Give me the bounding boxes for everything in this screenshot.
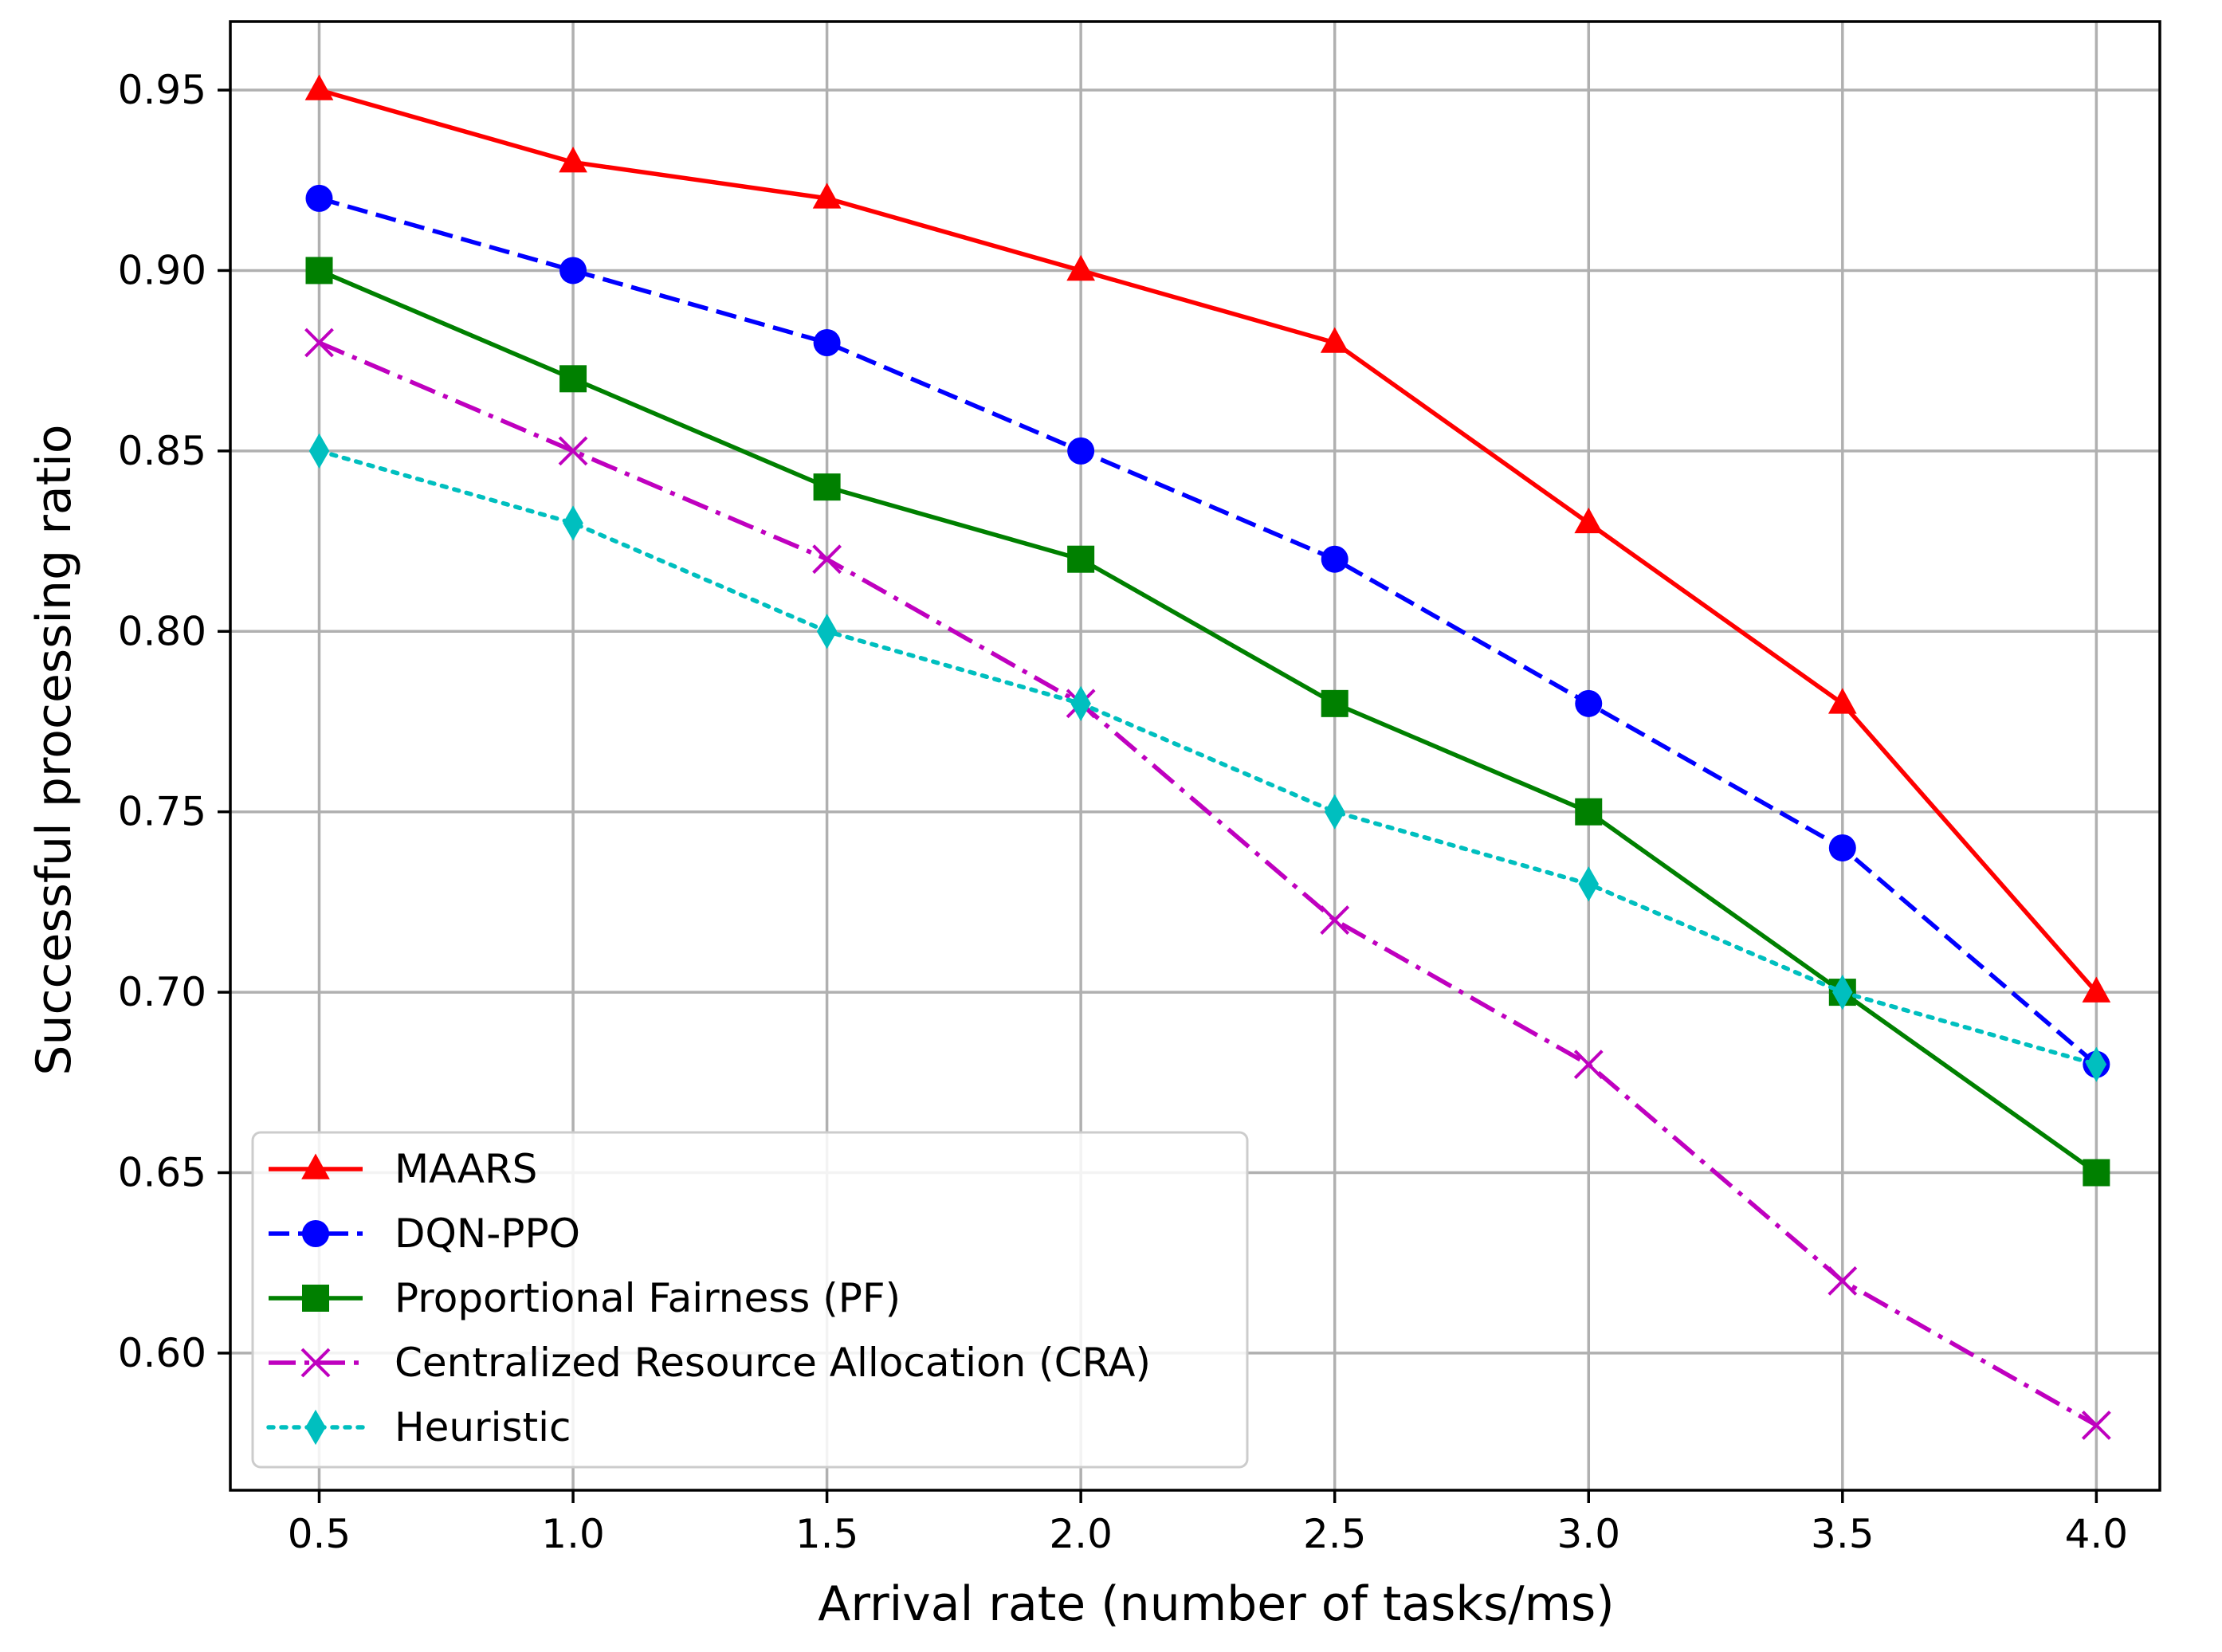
legend-label: Heuristic [395, 1404, 571, 1450]
x-tick-label: 1.5 [795, 1511, 859, 1557]
legend-marker [300, 1348, 331, 1378]
series-line [318, 196, 2098, 1066]
legend-marker [302, 1285, 329, 1312]
data-point [1827, 688, 1857, 714]
data-point [558, 436, 588, 466]
data-point [1070, 685, 1091, 721]
series-group [304, 74, 2111, 1440]
grid [230, 22, 2160, 1490]
legend-marker [302, 1220, 329, 1247]
data-point [1321, 689, 1349, 717]
series-proportional-fairness-pf [305, 257, 2110, 1187]
data-point [1067, 545, 1095, 573]
data-point [812, 182, 842, 209]
series-line [318, 340, 2098, 1427]
y-tick-label: 0.75 [118, 789, 206, 835]
data-point [308, 433, 330, 469]
data-point [559, 257, 587, 284]
data-point [813, 329, 841, 357]
data-point [816, 614, 838, 649]
series-maars [304, 74, 2111, 1003]
x-tick-label: 2.0 [1049, 1511, 1113, 1557]
x-tick-label: 4.0 [2065, 1511, 2129, 1557]
data-point [1574, 507, 1604, 534]
legend-label: MAARS [395, 1146, 537, 1192]
data-point [559, 365, 587, 393]
legend-label: Proportional Fairness (PF) [395, 1275, 901, 1321]
y-axis-title: Successful processing ratio [26, 424, 82, 1075]
data-point [1321, 545, 1349, 573]
legend: MAARS DQN-PPO Proportional Fairness (PF) Ce… [251, 1131, 1249, 1469]
y-tick-label: 0.85 [118, 428, 206, 474]
legend-box [251, 1131, 1249, 1469]
series-centralized-resource-allocation-cra [304, 328, 2111, 1440]
data-point [559, 147, 587, 173]
y-tick-label: 0.65 [118, 1150, 206, 1196]
data-point [1827, 1265, 1858, 1296]
data-point [304, 328, 334, 358]
y-tick-label: 0.90 [118, 247, 206, 293]
x-tick-label: 3.5 [1811, 1511, 1875, 1557]
data-point [1832, 975, 1853, 1010]
data-point [1828, 834, 1856, 861]
y-tick-label: 0.95 [118, 67, 206, 113]
data-point [1320, 905, 1350, 935]
x-axis-title: Arrival rate (number of tasks/ms) [818, 1576, 1614, 1632]
series-heuristic [308, 433, 2107, 1082]
legend-label: DQN-PPO [395, 1211, 580, 1257]
data-point [1320, 327, 1349, 353]
y-tick-label: 0.70 [118, 969, 206, 1015]
plot-frame [229, 20, 2161, 1492]
data-point [1067, 437, 1095, 465]
data-point [1575, 798, 1603, 826]
series-dqn-ppo [305, 184, 2110, 1078]
data-point [304, 74, 334, 100]
legend-marker [305, 1409, 326, 1446]
data-point [1575, 689, 1603, 717]
series-line [318, 268, 2098, 1175]
data-point [812, 544, 842, 575]
x-tick-label: 1.0 [541, 1511, 605, 1557]
y-tick-label: 0.60 [118, 1330, 206, 1376]
data-point [1573, 1050, 1604, 1080]
data-point [2081, 1411, 2111, 1440]
legend-label: Centralized Resource Allocation (CRA) [395, 1340, 1151, 1386]
legend-marker [301, 1153, 330, 1179]
y-tick-label: 0.80 [118, 608, 206, 654]
data-point [2083, 1159, 2110, 1187]
data-point [1324, 794, 1345, 830]
data-point [305, 257, 333, 284]
x-tick-label: 0.5 [288, 1511, 351, 1557]
data-point [2086, 1046, 2107, 1082]
series-line [318, 88, 2098, 994]
data-point [305, 184, 333, 212]
series-line [316, 449, 2099, 1067]
data-point [2082, 976, 2111, 1003]
data-point [563, 505, 583, 541]
axes: 0.5 1.0 1.5 2.0 2.5 3.0 3.5 4.0 0.60 0.65 0.70 0.75… [118, 20, 2161, 1557]
data-point [1578, 866, 1600, 902]
x-tick-label: 3.0 [1557, 1511, 1620, 1557]
x-tick-label: 2.5 [1303, 1511, 1367, 1557]
data-point [1066, 254, 1096, 281]
data-point [813, 473, 841, 501]
